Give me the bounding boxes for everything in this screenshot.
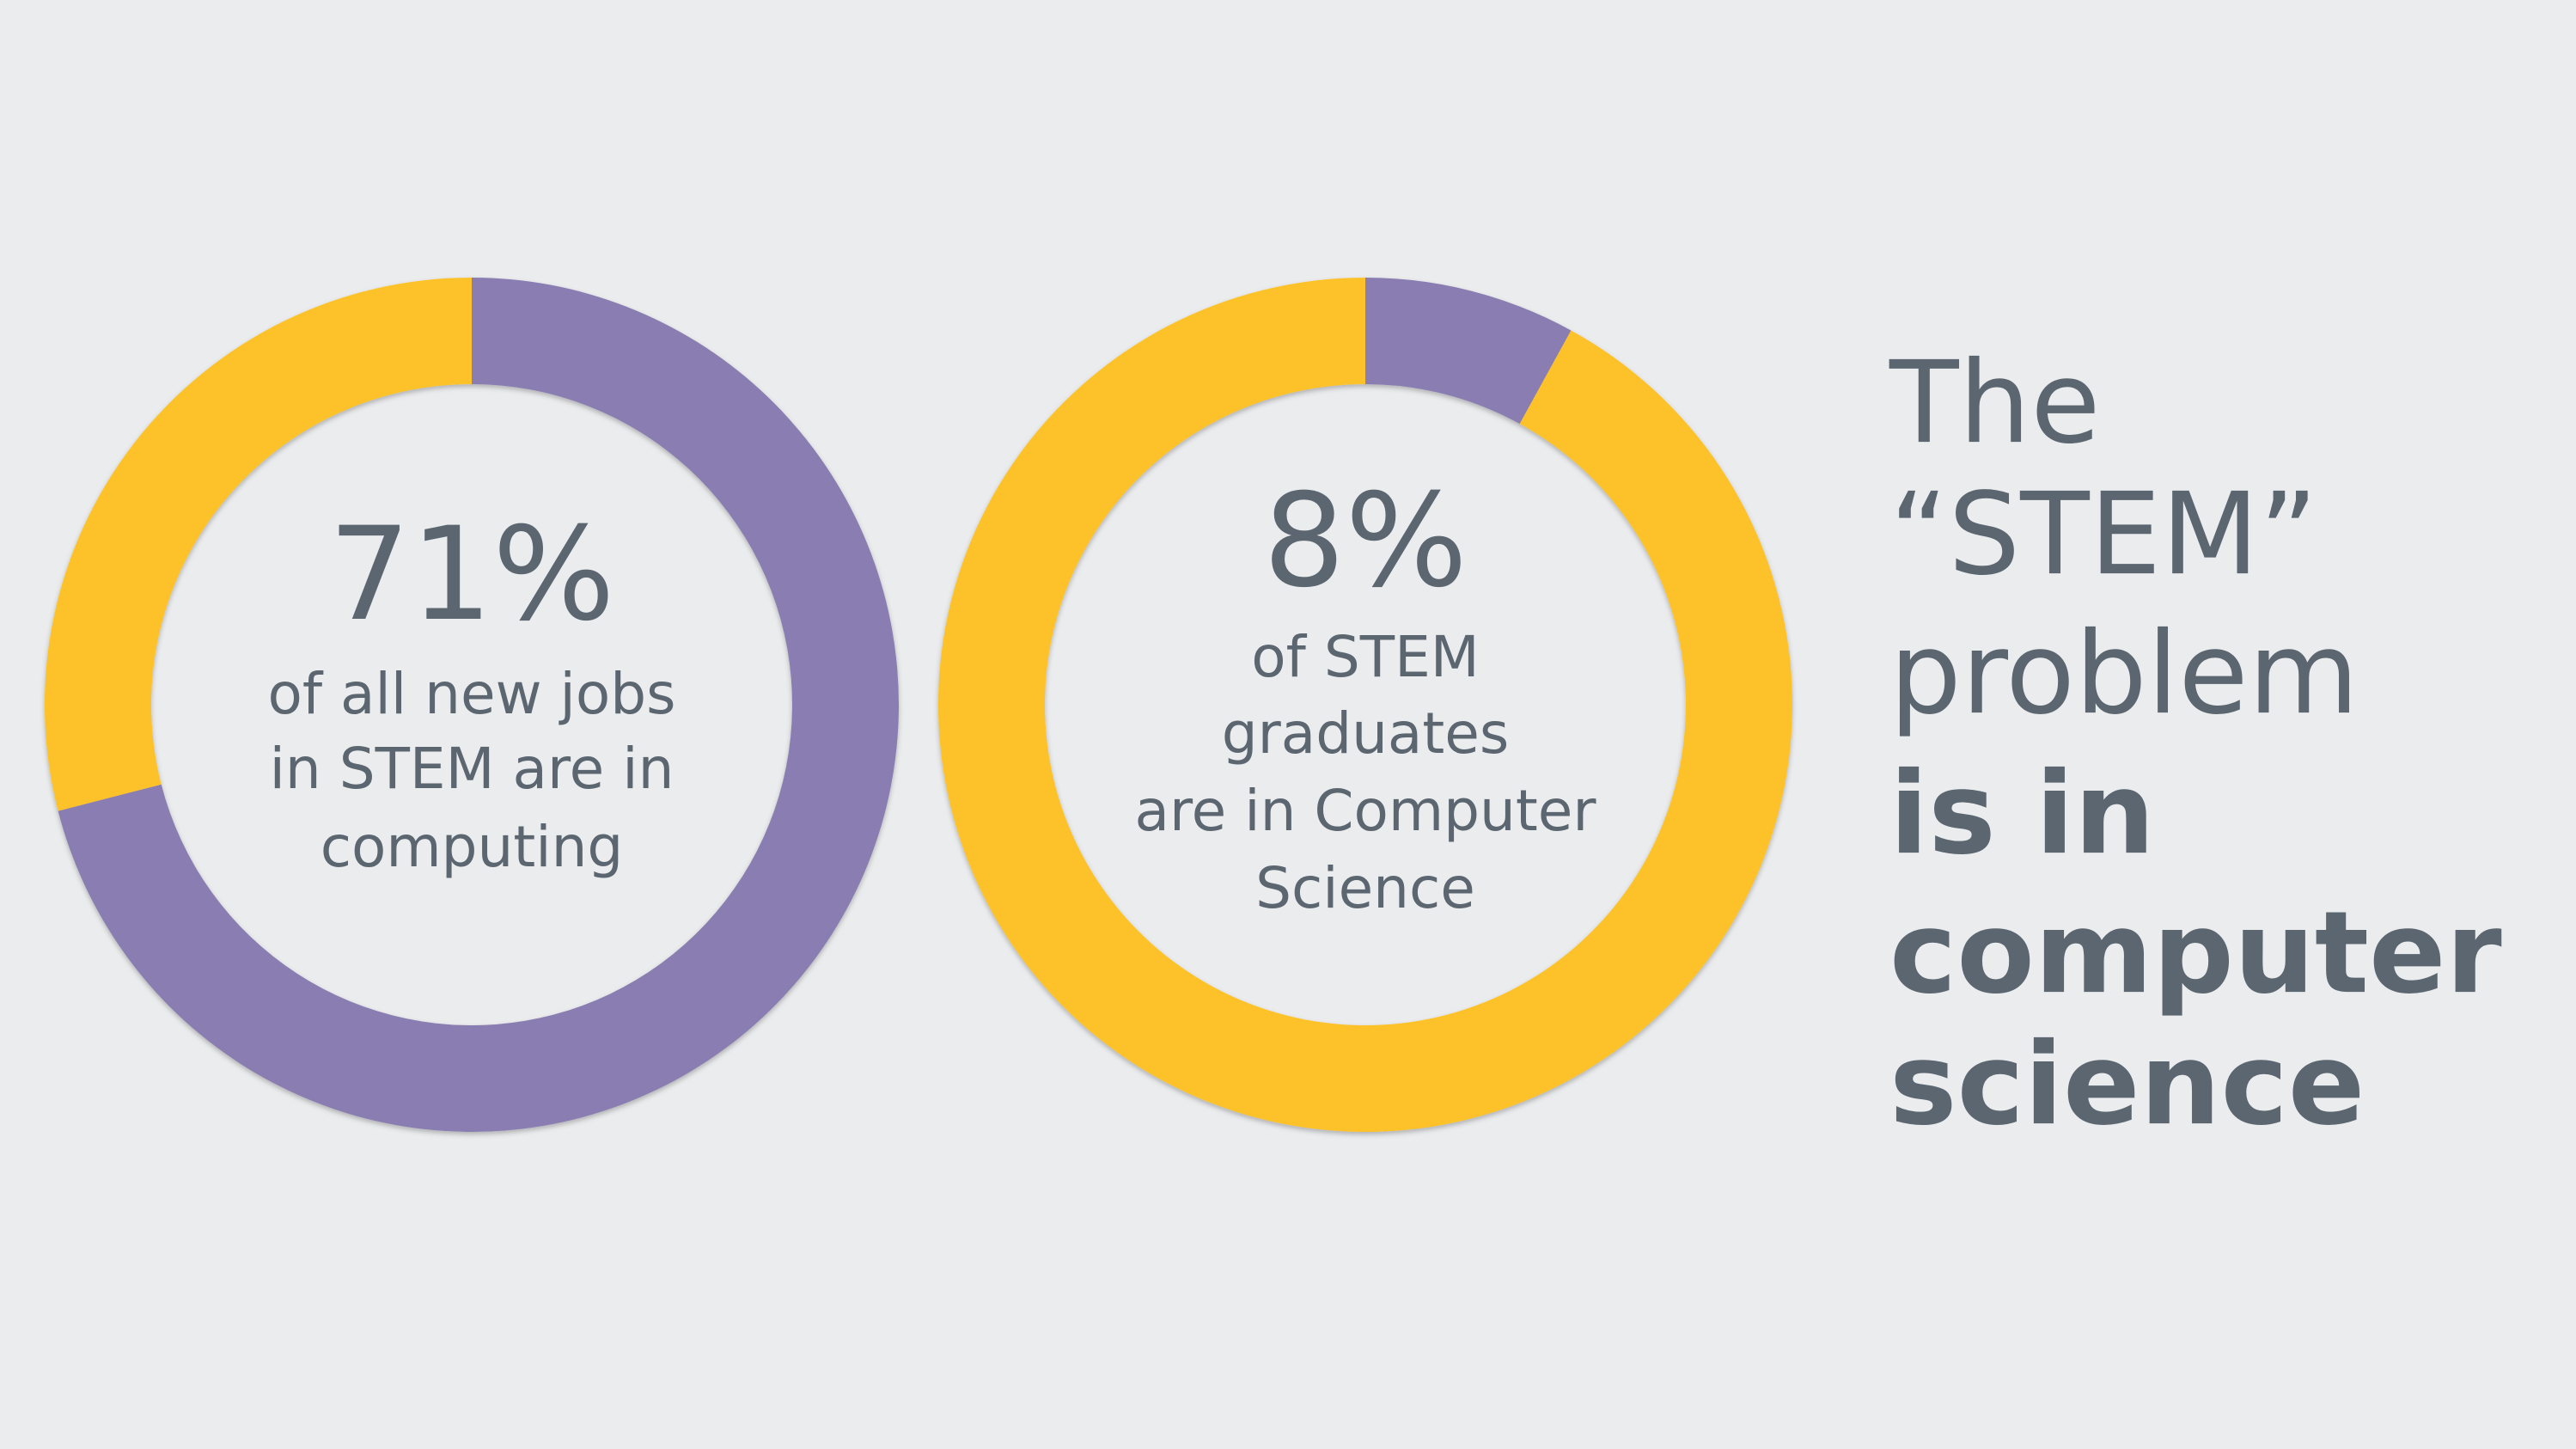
value-label: 71% (328, 500, 614, 650)
caption: of STEM (1251, 624, 1479, 690)
donut (937, 278, 1792, 1132)
headline-line: computer (1889, 887, 2502, 1019)
caption: of all new jobs (267, 661, 675, 727)
caption: are in Computer (1135, 778, 1597, 844)
caption: in STEM are in (270, 736, 675, 802)
headline-line: problem (1889, 608, 2359, 740)
headline-line: is in (1889, 748, 2155, 880)
donut-segment (44, 278, 473, 811)
caption: graduates (1222, 700, 1510, 767)
caption: computing (320, 814, 624, 880)
caption: Science (1255, 855, 1475, 921)
donut (44, 278, 900, 1132)
donut-segment (1365, 278, 1572, 425)
value-label: 8% (1263, 467, 1468, 616)
headline-line: “STEM” (1889, 468, 2317, 601)
headline-line: science (1889, 1018, 2365, 1151)
headline-line: The (1889, 337, 2101, 469)
